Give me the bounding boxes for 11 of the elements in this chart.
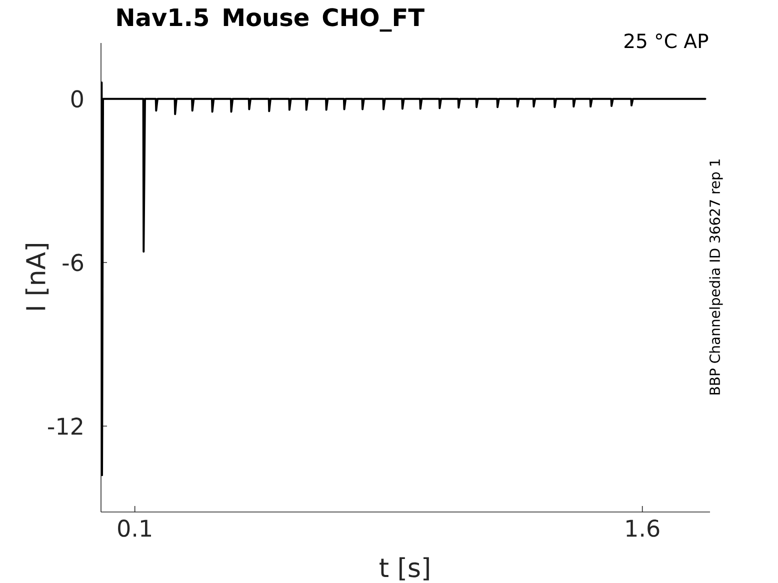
x-axis-title: t [s] [380,557,429,580]
y-axis-title: I [nA] [25,244,49,310]
y-tick-label: 0 [71,90,83,108]
y-tick-label: -12 [48,418,82,435]
x-tick-label: 0.1 [118,520,152,537]
chart-title: Nav1.5 Mouse CHO_FT [117,8,424,32]
y-tick-label: -6 [62,254,84,272]
line-series [101,82,706,476]
annotation: BBP Channelpedia ID 36627 rep 1 [709,160,723,394]
x-tick-label: 1.6 [626,520,660,537]
annotation: 25 °C AP [624,34,708,48]
